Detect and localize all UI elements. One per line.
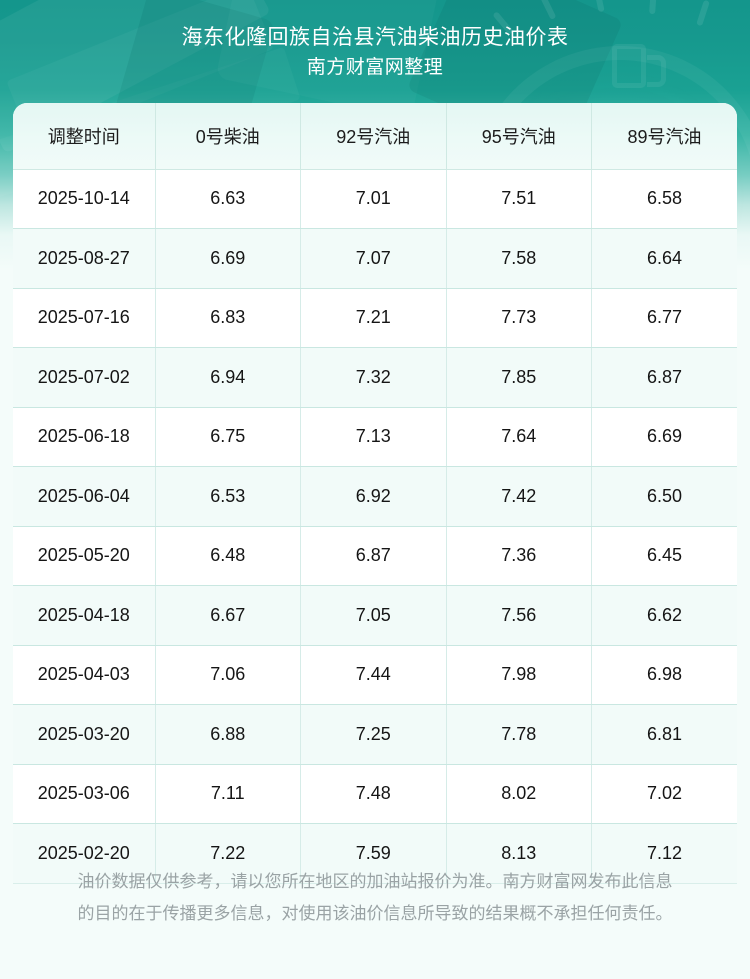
cell-date: 2025-10-14 — [13, 169, 156, 229]
cell-petrol-92: 7.05 — [300, 585, 447, 646]
cell-date: 2025-02-20 — [13, 823, 156, 884]
cell-petrol-89: 6.81 — [591, 704, 737, 765]
cell-date: 2025-06-18 — [13, 407, 156, 467]
cell-petrol-89: 6.98 — [591, 645, 737, 705]
cell-petrol-89: 6.69 — [591, 407, 737, 467]
column-header-date: 调整时间 — [13, 103, 156, 170]
cell-petrol-92: 6.92 — [300, 466, 447, 527]
cell-petrol-95: 7.58 — [446, 228, 592, 289]
column-header-diesel-0: 0号柴油 — [155, 103, 301, 170]
table-row: 2025-05-20 6.48 6.87 7.36 6.45 — [13, 526, 737, 586]
cell-petrol-95: 7.36 — [446, 526, 592, 586]
cell-petrol-95: 7.98 — [446, 645, 592, 705]
cell-petrol-92: 7.13 — [300, 407, 447, 467]
cell-petrol-89: 6.62 — [591, 585, 737, 646]
cell-diesel-0: 7.11 — [155, 764, 301, 824]
cell-petrol-95: 7.73 — [446, 288, 592, 348]
cell-petrol-95: 7.51 — [446, 169, 592, 229]
cell-diesel-0: 6.94 — [155, 347, 301, 408]
cell-date: 2025-03-20 — [13, 704, 156, 765]
table-row: 2025-02-20 7.22 7.59 8.13 7.12 — [13, 823, 737, 884]
cell-petrol-95: 7.78 — [446, 704, 592, 765]
table-body: 2025-10-14 6.63 7.01 7.51 6.58 2025-08-2… — [13, 169, 737, 884]
column-header-petrol-89: 89号汽油 — [591, 103, 737, 170]
cell-petrol-89: 7.12 — [591, 823, 737, 884]
cell-diesel-0: 6.69 — [155, 228, 301, 289]
cell-petrol-89: 7.02 — [591, 764, 737, 824]
table-row: 2025-07-16 6.83 7.21 7.73 6.77 — [13, 288, 737, 348]
cell-petrol-92: 7.21 — [300, 288, 447, 348]
cell-diesel-0: 6.75 — [155, 407, 301, 467]
cell-petrol-92: 7.25 — [300, 704, 447, 765]
table-header: 调整时间 0号柴油 92号汽油 95号汽油 89号汽油 — [13, 103, 737, 170]
cell-petrol-92: 7.48 — [300, 764, 447, 824]
cell-petrol-92: 6.87 — [300, 526, 447, 586]
cell-date: 2025-07-02 — [13, 347, 156, 408]
cell-petrol-95: 7.42 — [446, 466, 592, 527]
cell-petrol-92: 7.07 — [300, 228, 447, 289]
column-header-petrol-92: 92号汽油 — [300, 103, 447, 170]
cell-petrol-89: 6.58 — [591, 169, 737, 229]
price-table-card: S 南方财富网 outhmoney.com 调整时间 0号柴油 92号汽油 95… — [13, 103, 737, 884]
disclaimer-note: 油价数据仅供参考，请以您所在地区的加油站报价为准。南方财富网发布此信息的目的在于… — [77, 872, 673, 923]
fuel-pump-icon — [612, 44, 666, 88]
table-header-row: 调整时间 0号柴油 92号汽油 95号汽油 89号汽油 — [13, 103, 737, 170]
cell-date: 2025-08-27 — [13, 228, 156, 289]
cell-diesel-0: 6.48 — [155, 526, 301, 586]
cell-petrol-92: 7.44 — [300, 645, 447, 705]
table-row: 2025-06-04 6.53 6.92 7.42 6.50 — [13, 466, 737, 527]
cell-petrol-95: 8.13 — [446, 823, 592, 884]
cell-date: 2025-07-16 — [13, 288, 156, 348]
page-header: 海东化隆回族自治县汽油柴油历史油价表 南方财富网整理 — [0, 0, 750, 83]
cell-diesel-0: 6.53 — [155, 466, 301, 527]
cell-petrol-95: 7.64 — [446, 407, 592, 467]
cell-diesel-0: 6.63 — [155, 169, 301, 229]
cell-date: 2025-03-06 — [13, 764, 156, 824]
cell-petrol-95: 7.56 — [446, 585, 592, 646]
cell-diesel-0: 6.88 — [155, 704, 301, 765]
cell-petrol-92: 7.32 — [300, 347, 447, 408]
cell-petrol-89: 6.45 — [591, 526, 737, 586]
cell-date: 2025-04-03 — [13, 645, 156, 705]
cell-diesel-0: 7.06 — [155, 645, 301, 705]
cell-diesel-0: 6.67 — [155, 585, 301, 646]
page-subtitle: 南方财富网整理 — [306, 57, 444, 78]
cell-petrol-92: 7.01 — [300, 169, 447, 229]
cell-petrol-89: 6.64 — [591, 228, 737, 289]
column-header-petrol-95: 95号汽油 — [446, 103, 592, 170]
table-row: 2025-03-20 6.88 7.25 7.78 6.81 — [13, 704, 737, 765]
table-row: 2025-10-14 6.63 7.01 7.51 6.58 — [13, 169, 737, 229]
cell-petrol-89: 6.50 — [591, 466, 737, 527]
cell-date: 2025-04-18 — [13, 585, 156, 646]
cell-petrol-95: 8.02 — [446, 764, 592, 824]
table-row: 2025-08-27 6.69 7.07 7.58 6.64 — [13, 228, 737, 289]
cell-date: 2025-05-20 — [13, 526, 156, 586]
cell-petrol-89: 6.77 — [591, 288, 737, 348]
table-row: 2025-04-03 7.06 7.44 7.98 6.98 — [13, 645, 737, 705]
page-title: 海东化隆回族自治县汽油柴油历史油价表 — [181, 26, 569, 49]
cell-diesel-0: 6.83 — [155, 288, 301, 348]
cell-petrol-89: 6.87 — [591, 347, 737, 408]
table-row: 2025-04-18 6.67 7.05 7.56 6.62 — [13, 585, 737, 646]
table-row: 2025-03-06 7.11 7.48 8.02 7.02 — [13, 764, 737, 824]
cell-petrol-95: 7.85 — [446, 347, 592, 408]
cell-date: 2025-06-04 — [13, 466, 156, 527]
cell-diesel-0: 7.22 — [155, 823, 301, 884]
cell-petrol-92: 7.59 — [300, 823, 447, 884]
fuel-price-table: 调整时间 0号柴油 92号汽油 95号汽油 89号汽油 2025-10-14 6… — [13, 103, 737, 884]
table-row: 2025-07-02 6.94 7.32 7.85 6.87 — [13, 347, 737, 408]
table-row: 2025-06-18 6.75 7.13 7.64 6.69 — [13, 407, 737, 467]
